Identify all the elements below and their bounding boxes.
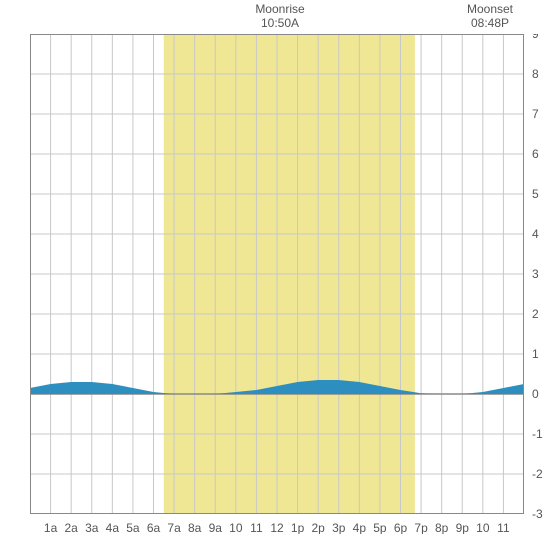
x-tick-label: 7p	[414, 521, 428, 534]
moonrise-time: 10:50A	[261, 16, 299, 30]
moonset-block: Moonset 08:48P	[440, 2, 540, 31]
moonrise-label: Moonrise	[255, 2, 304, 16]
x-tick-label: 11	[250, 521, 263, 534]
x-tick-label: 6a	[147, 521, 161, 534]
x-tick-label: 12	[270, 521, 284, 534]
y-tick-label: -3	[532, 507, 543, 521]
x-tick-label: 9a	[209, 521, 223, 534]
y-tick-label: 3	[532, 267, 539, 281]
x-tick-label: 8p	[435, 521, 449, 534]
x-tick-label: 4a	[106, 521, 120, 534]
x-tick-label: 11	[497, 521, 510, 534]
y-tick-label: 6	[532, 147, 539, 161]
x-tick-label: 3a	[85, 521, 99, 534]
y-tick-label: -1	[532, 427, 543, 441]
x-tick-label: 1a	[44, 521, 58, 534]
x-tick-label: 10	[476, 521, 490, 534]
x-tick-label: 9p	[456, 521, 470, 534]
x-tick-label: 4p	[353, 521, 367, 534]
x-tick-label: 8a	[188, 521, 202, 534]
y-tick-label: 5	[532, 187, 539, 201]
x-tick-label: 2a	[64, 521, 78, 534]
y-tick-label: 9	[532, 34, 539, 41]
x-tick-label: 7a	[167, 521, 181, 534]
y-tick-label: 2	[532, 307, 539, 321]
moonrise-block: Moonrise 10:50A	[230, 2, 330, 31]
x-tick-label: 10	[229, 521, 243, 534]
moonset-time: 08:48P	[471, 16, 509, 30]
x-tick-label: 5p	[373, 521, 387, 534]
x-tick-label: 1p	[291, 521, 305, 534]
y-tick-label: 0	[532, 387, 539, 401]
y-tick-label: 8	[532, 67, 539, 81]
y-tick-label: 1	[532, 347, 539, 361]
tide-chart-container: Moonrise 10:50A Moonset 08:48P -3-2-1012…	[0, 0, 550, 550]
x-tick-label: 2p	[311, 521, 325, 534]
x-tick-label: 6p	[394, 521, 408, 534]
x-tick-label: 5a	[126, 521, 140, 534]
moonset-label: Moonset	[467, 2, 513, 16]
y-axis-labels: -3-2-101234567891a2a3a4a5a6a7a8a9a101112…	[0, 34, 550, 534]
y-tick-label: 7	[532, 107, 539, 121]
x-tick-label: 3p	[332, 521, 346, 534]
y-tick-label: -2	[532, 467, 543, 481]
y-tick-label: 4	[532, 227, 539, 241]
